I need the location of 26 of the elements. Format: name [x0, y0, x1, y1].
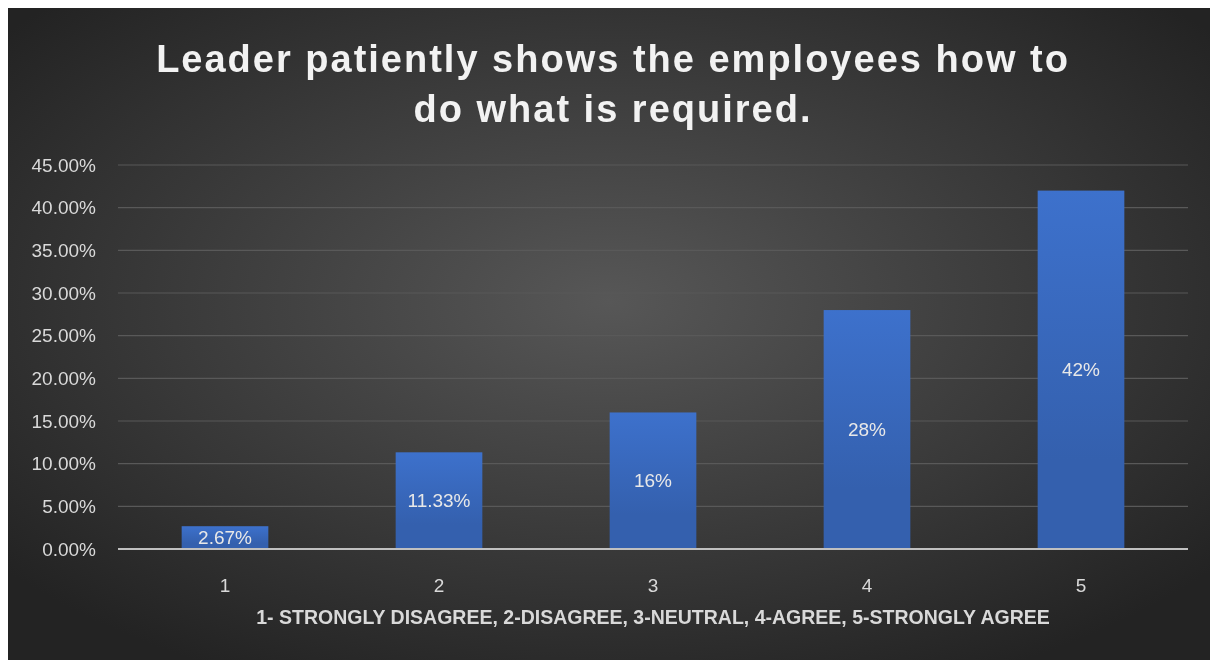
x-tick-label: 5 [1075, 574, 1087, 596]
y-tick-label: 0.00% [42, 538, 97, 560]
bar [395, 452, 483, 549]
bar [609, 412, 697, 549]
y-tick-label: 5.00% [42, 495, 97, 517]
x-tick-label: 1 [219, 574, 231, 596]
y-tick-label: 10.00% [31, 453, 97, 475]
y-tick-label: 35.00% [31, 239, 97, 261]
y-tick-label: 30.00% [31, 282, 97, 304]
y-tick-label: 20.00% [31, 367, 97, 389]
bar [1037, 190, 1125, 549]
data-label: 11.33% [407, 490, 471, 512]
x-axis-title: 1- STRONGLY DISAGREE, 2-DISAGREE, 3-NEUTRAL, 4-AGREE, 5-STRONGLY AGREE [256, 606, 1050, 628]
y-tick-label: 40.00% [31, 197, 97, 219]
data-label: 2.67% [198, 527, 253, 549]
x-tick-label: 3 [647, 574, 659, 596]
x-tick-label: 4 [861, 574, 873, 596]
data-label: 42% [1061, 359, 1101, 381]
bar [823, 310, 911, 549]
data-label: 28% [847, 419, 887, 441]
y-tick-label: 15.00% [31, 410, 97, 432]
chart-title: Leader patiently shows the employees how to do what is required. [156, 38, 1070, 130]
data-label: 16% [633, 470, 673, 492]
y-tick-label: 45.00% [31, 154, 97, 176]
y-tick-label: 25.00% [31, 325, 97, 347]
x-tick-label: 2 [433, 574, 445, 596]
